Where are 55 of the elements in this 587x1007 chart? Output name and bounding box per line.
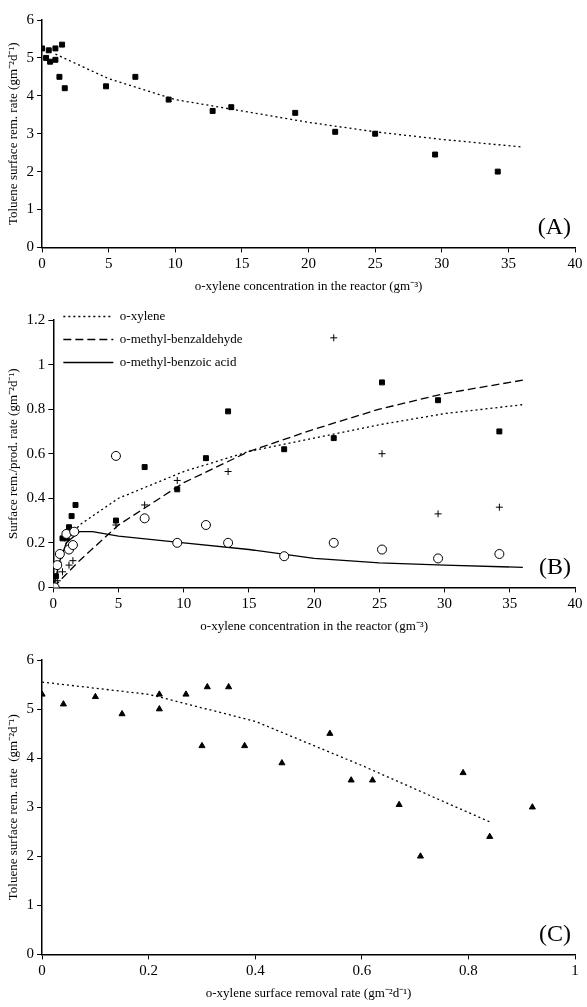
y-tick-label: 0	[26, 945, 35, 962]
x-axis-title: o-xylene concentration in the reactor (gm⁻³)	[194, 277, 423, 293]
y-tick-label: 6	[26, 10, 35, 27]
y-tick-label: 1	[26, 896, 35, 913]
x-tick-label: 0.6	[352, 962, 372, 979]
x-tick-label: 0	[49, 595, 58, 612]
x-tick-label: 30	[437, 595, 453, 612]
annotation: (C)	[539, 919, 571, 946]
x-tick-label: 20	[301, 255, 317, 272]
y-tick-label: 6	[26, 650, 35, 667]
y-tick-label: 1.2	[26, 310, 46, 327]
legend-label: o-methyl-benzoic acid	[119, 353, 237, 369]
y-tick-label: 2	[26, 162, 35, 179]
y-tick-label: 5	[26, 700, 35, 716]
x-tick-label: 25	[371, 595, 387, 612]
x-tick-label: 15	[241, 595, 257, 612]
y-tick-label: 3	[26, 798, 35, 815]
x-tick-label: 0.4	[245, 962, 266, 979]
y-tick-label: 1	[37, 355, 46, 372]
y-tick-label: 0.4	[26, 489, 46, 506]
y-tick-label: 3	[26, 124, 35, 141]
x-tick-label: 15	[234, 255, 250, 272]
y-tick-label: 5	[26, 48, 35, 65]
y-tick-label: 0.2	[26, 533, 46, 550]
x-tick-label: 25	[367, 255, 383, 272]
legend-label: o-xylene	[119, 307, 166, 323]
legend-label: o-methyl-benzaldehyde	[119, 330, 243, 346]
y-tick-label: 2	[26, 847, 35, 864]
x-tick-label: 1	[571, 962, 579, 979]
x-tick-label: 35	[502, 595, 518, 612]
x-tick-label: 40	[567, 255, 583, 272]
x-tick-label: 0.8	[459, 962, 478, 979]
y-axis-title: Surface rem./prod. rate (gm⁻²d⁻¹)	[5, 368, 21, 540]
y-tick-label: 0.6	[26, 444, 46, 461]
y-tick-label: 4	[26, 86, 35, 103]
x-tick-label: 0.2	[139, 962, 159, 979]
x-tick-label: 30	[434, 255, 450, 272]
y-tick-label: 0	[26, 238, 35, 255]
y-axis-title: Toluene surface rem. rate (gm⁻²d⁻¹)	[5, 42, 21, 226]
y-tick-label: 0.8	[26, 400, 46, 417]
y-tick-label: 4	[26, 749, 35, 766]
x-tick-label: 10	[176, 595, 192, 612]
x-tick-label: 40	[567, 595, 583, 612]
x-tick-label: 10	[167, 255, 183, 272]
annotation: (A)	[537, 212, 571, 239]
x-axis-title: o-xylene surface removal rate (gm⁻²d⁻¹)	[205, 984, 412, 1000]
y-tick-label: 1	[26, 200, 35, 217]
x-tick-label: 35	[500, 255, 516, 272]
x-tick-label: 5	[114, 595, 123, 612]
x-tick-label: 5	[104, 255, 113, 272]
y-axis-title: Toluene surface rem. rate (gm⁻²d⁻¹)	[5, 714, 21, 901]
y-tick-label: 0	[37, 578, 46, 595]
annotation: (B)	[539, 552, 571, 579]
x-tick-label: 20	[306, 595, 322, 612]
x-axis-title: o-xylene concentration in the reactor (gm⁻³)	[200, 617, 429, 633]
